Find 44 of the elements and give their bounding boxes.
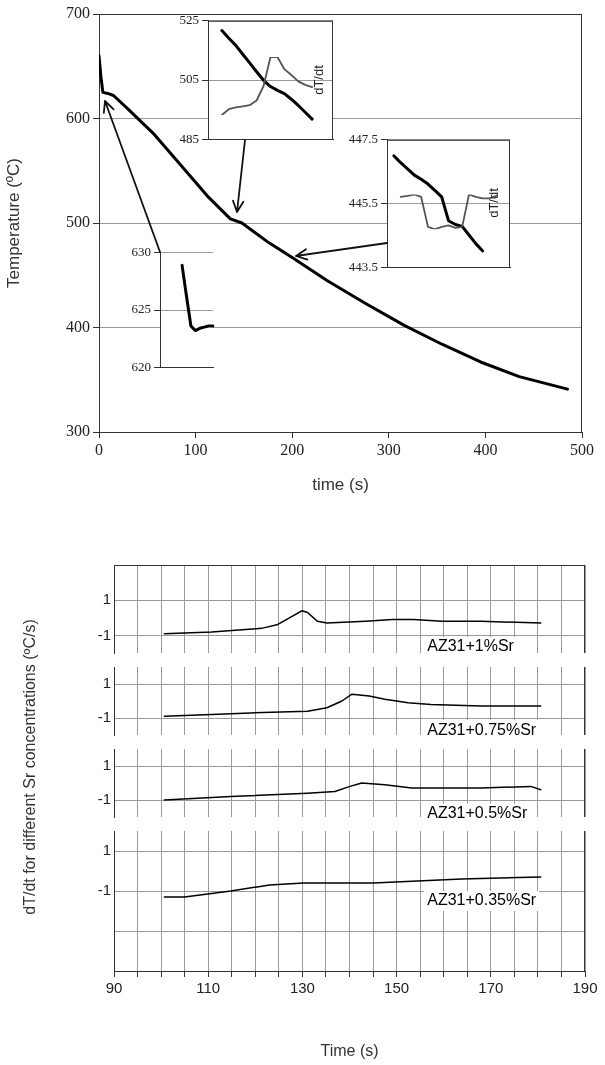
y-tick-label: 400 <box>66 317 90 335</box>
x-tick-label: 150 <box>384 979 410 997</box>
x-tick-label: 130 <box>289 979 315 997</box>
x-tick-label: 90 <box>105 979 123 997</box>
y-axis-title: Temperature (ºC) <box>3 158 23 288</box>
x-axis-title: Time (s) <box>320 1041 379 1059</box>
y-tick-label: 505 <box>179 71 199 87</box>
series-label: AZ31+0.75%Sr <box>427 720 537 738</box>
series-label: AZ31+0.5%Sr <box>427 804 528 822</box>
x-tick-label: 400 <box>473 440 498 458</box>
y-tick-label: 1 <box>102 674 111 692</box>
y-tick-label: 500 <box>66 213 90 231</box>
x-tick-label: 190 <box>572 979 598 997</box>
y-tick-label: 445.5 <box>348 194 378 210</box>
y-tick-label: -1 <box>97 625 111 643</box>
x-tick-label: 300 <box>376 440 401 458</box>
x-tick-label: 170 <box>478 979 504 997</box>
y-axis-title: dT/dt <box>485 187 501 218</box>
y-tick-label: 1 <box>102 756 111 774</box>
x-tick-label: 100 <box>183 440 208 458</box>
x-tick-label: 500 <box>570 440 594 458</box>
y-tick-label: 600 <box>66 108 90 126</box>
y-tick-label: -1 <box>97 708 111 726</box>
y-tick-label: 300 <box>66 422 90 440</box>
y-tick-label: 485 <box>179 130 199 146</box>
y-tick-label: 447.5 <box>348 131 378 147</box>
y-axis-title: dT/dt for different Sr concentrations (ºC/s) <box>21 619 39 915</box>
y-tick-label: 620 <box>131 358 151 374</box>
x-tick-label: 0 <box>95 440 103 458</box>
y-tick-label: 443.5 <box>348 258 378 274</box>
series-label: AZ31+1%Sr <box>427 637 515 655</box>
y-tick-label: 700 <box>66 4 90 22</box>
x-tick-label: 110 <box>196 979 221 997</box>
x-axis-title: time (s) <box>312 475 369 495</box>
y-tick-label: 625 <box>131 301 151 317</box>
y-axis-title: dT/dt <box>310 64 326 95</box>
series-label: AZ31+0.35%Sr <box>427 891 537 909</box>
y-tick-label: 525 <box>179 12 199 28</box>
y-tick-label: 1 <box>102 841 111 859</box>
y-tick-label: -1 <box>97 790 111 808</box>
y-tick-label: -1 <box>97 881 111 899</box>
y-tick-label: 1 <box>102 590 111 608</box>
x-tick-label: 200 <box>280 440 305 458</box>
y-tick-label: 630 <box>131 244 151 260</box>
